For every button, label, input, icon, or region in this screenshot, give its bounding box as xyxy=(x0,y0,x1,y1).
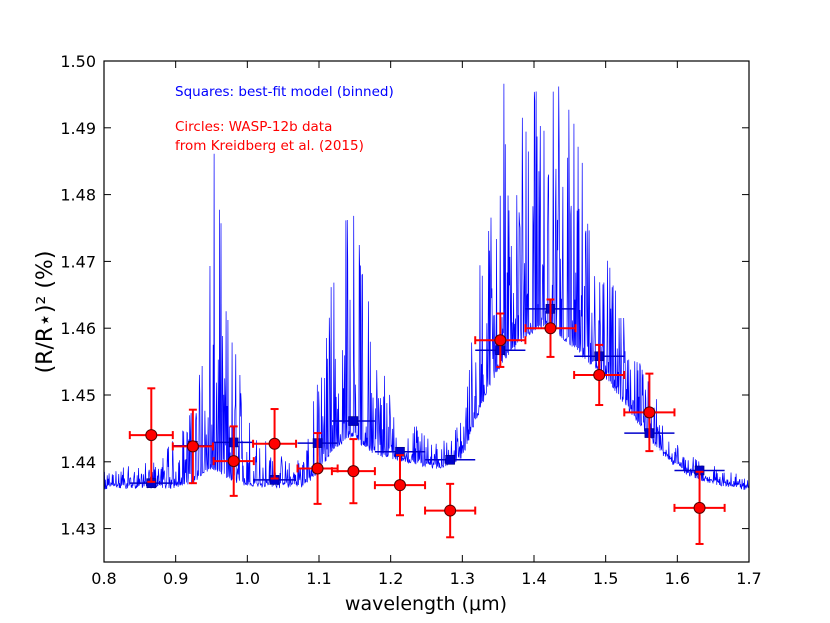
y-tick-label: 1.46 xyxy=(60,319,96,338)
y-axis: 1.43 1.44 1.45 1.46 1.47 1.48 1.49 1.50 xyxy=(60,52,749,539)
model-spectrum-line xyxy=(104,83,749,490)
x-tick-label: 1.5 xyxy=(593,569,618,588)
data-point-circle xyxy=(145,429,158,442)
data-point-circle xyxy=(227,455,240,468)
y-tick-label: 1.49 xyxy=(60,119,96,138)
data-point-circle xyxy=(268,437,281,450)
x-tick-label: 1.0 xyxy=(235,569,260,588)
x-tick-label: 1.2 xyxy=(378,569,403,588)
plot-area xyxy=(104,83,749,545)
x-axis: 0.8 0.9 1.0 1.1 1.2 1.3 1.4 1.5 1.6 1.7 xyxy=(91,61,762,588)
data-point-circle xyxy=(544,322,557,335)
x-tick-label: 0.9 xyxy=(163,569,188,588)
model-bin-square xyxy=(445,454,455,465)
data-point-circle xyxy=(347,465,360,478)
data-point-circle xyxy=(444,504,457,517)
y-axis-label-group: (R/R⋆)² (%) xyxy=(33,251,58,374)
y-tick-label: 1.48 xyxy=(60,186,96,205)
data-point-circle xyxy=(593,368,606,381)
legend-circles-source: from Kreidberg et al. (2015) xyxy=(175,138,364,154)
data-point-circle xyxy=(494,334,507,347)
plot-frame xyxy=(103,60,750,563)
y-axis-label: (R/R⋆)² (%) xyxy=(33,251,58,374)
x-tick-label: 1.4 xyxy=(521,569,546,588)
x-tick-label: 1.7 xyxy=(736,569,761,588)
data-series xyxy=(128,298,726,545)
data-point-circle xyxy=(393,479,406,492)
data-point-circle xyxy=(693,501,706,514)
x-tick-label: 0.8 xyxy=(91,569,116,588)
model-spectrum xyxy=(104,83,749,490)
y-tick-label: 1.50 xyxy=(60,52,96,71)
y-tick-label: 1.45 xyxy=(60,386,96,405)
model-bin-square xyxy=(348,416,359,426)
y-tick-label: 1.43 xyxy=(60,520,96,539)
y-tick-label: 1.47 xyxy=(60,252,96,271)
x-axis-label: wavelength (μm) xyxy=(345,593,507,615)
x-tick-label: 1.1 xyxy=(306,569,331,588)
data-point-circle xyxy=(186,440,199,453)
legend-circles-note: Circles: WASP-12b data xyxy=(175,119,332,135)
data-point-circle xyxy=(643,406,656,419)
x-tick-label: 1.6 xyxy=(665,569,690,588)
y-tick-label: 1.44 xyxy=(60,453,96,472)
x-tick-label: 1.3 xyxy=(450,569,475,588)
data-point-circle xyxy=(311,462,324,475)
legend-squares-note: Squares: best-fit model (binned) xyxy=(175,84,394,100)
